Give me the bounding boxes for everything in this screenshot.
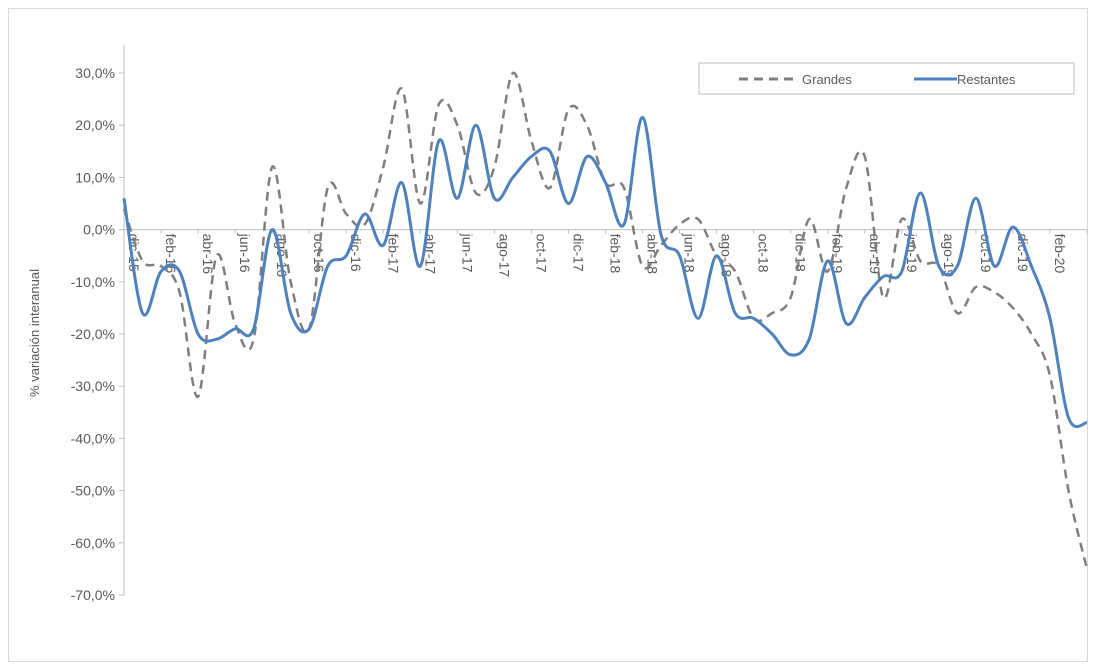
x-tick-label: feb-20 bbox=[1052, 234, 1068, 274]
y-tick-label: -60,0% bbox=[71, 535, 115, 551]
y-axis-ticks: 30,0% 20,0% 10,0% 0,0% -10,0% -20,0% -30,0% -40… bbox=[71, 65, 124, 603]
y-tick-label: -20,0% bbox=[71, 326, 115, 342]
x-tick-label: feb-16 bbox=[163, 234, 179, 274]
series-line-restantes bbox=[122, 115, 1088, 429]
y-tick-label: 30,0% bbox=[75, 65, 115, 81]
x-tick-label: oct-17 bbox=[533, 234, 549, 273]
x-tick-label: ago-17 bbox=[496, 234, 512, 278]
y-tick-label: 10,0% bbox=[75, 169, 115, 185]
chart-frame: 30,0% 20,0% 10,0% 0,0% -10,0% -20,0% -30,0% -40… bbox=[8, 8, 1096, 662]
x-tick-label: jun-16 bbox=[237, 233, 253, 273]
series-layer bbox=[122, 71, 1089, 570]
line-chart: 30,0% 20,0% 10,0% 0,0% -10,0% -20,0% -30,0% -40… bbox=[27, 45, 1096, 603]
x-tick-label: dic-17 bbox=[570, 234, 586, 272]
y-tick-label: -40,0% bbox=[71, 430, 115, 446]
y-tick-label: -70,0% bbox=[71, 587, 115, 603]
x-tick-label: feb-18 bbox=[608, 234, 624, 274]
x-tick-label: abr-16 bbox=[200, 234, 216, 275]
y-tick-label: 20,0% bbox=[75, 117, 115, 133]
x-tick-label: feb-19 bbox=[830, 234, 846, 274]
axes bbox=[123, 45, 1087, 595]
x-tick-label: abr-18 bbox=[645, 234, 661, 275]
x-tick-label: jun-18 bbox=[682, 233, 698, 273]
legend-label-restantes: Restantes bbox=[957, 72, 1016, 87]
x-tick-label: dic-19 bbox=[1015, 234, 1031, 272]
x-tick-label: jun-17 bbox=[459, 233, 475, 273]
x-tick-label: feb-17 bbox=[385, 234, 401, 274]
legend: Grandes Restantes bbox=[698, 62, 1075, 95]
y-tick-label: -30,0% bbox=[71, 378, 115, 394]
x-tick-label: dic-16 bbox=[348, 234, 364, 272]
y-tick-label: -10,0% bbox=[71, 274, 115, 290]
series-line-grandes bbox=[122, 71, 1089, 570]
x-tick-label: oct-19 bbox=[978, 234, 994, 273]
x-tick-label: oct-18 bbox=[756, 234, 772, 273]
legend-label-grandes: Grandes bbox=[802, 72, 852, 87]
x-tick-label: ago-19 bbox=[941, 234, 957, 278]
y-tick-label: 0,0% bbox=[83, 222, 115, 238]
y-axis-label: % variación interanual bbox=[27, 269, 42, 397]
x-tick-label: ago-18 bbox=[719, 234, 735, 278]
x-tick-label: abr-19 bbox=[867, 234, 883, 275]
y-tick-label: -50,0% bbox=[71, 483, 115, 499]
